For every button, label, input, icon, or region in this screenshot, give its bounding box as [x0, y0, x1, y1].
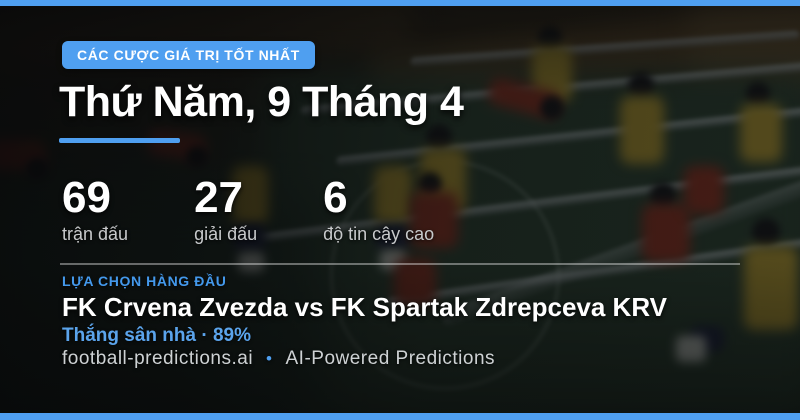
stat-label: độ tin cậy cao	[323, 224, 435, 244]
match-title: FK Crvena Zvezda vs FK Spartak Zdrepceva…	[62, 292, 667, 322]
top-accent-bar	[0, 0, 800, 6]
stat-leagues: 27 giải đấu	[194, 176, 257, 245]
prediction-line: Thắng sân nhà · 89%	[62, 325, 251, 347]
title-underline	[59, 138, 180, 143]
stat-label: trận đấu	[62, 224, 129, 244]
prediction-separator: ·	[201, 325, 208, 346]
footer-line: football-predictions.ai • AI-Powered Pre…	[62, 348, 495, 370]
prediction-text: Thắng sân nhà	[62, 325, 197, 346]
tagline: AI-Powered Predictions	[285, 348, 496, 369]
confidence-value: 89%	[212, 325, 251, 346]
dot-separator-icon: •	[266, 349, 273, 368]
stat-label: giải đấu	[194, 224, 258, 244]
date-title: Thứ Năm, 9 Tháng 4	[59, 78, 464, 126]
stat-matches: 69 trận đấu	[62, 176, 128, 245]
top-pick-label: LỰA CHỌN HÀNG ĐẦU	[62, 273, 227, 289]
stat-high-confidence: 6 độ tin cậy cao	[323, 176, 434, 245]
site-name: football-predictions.ai	[62, 348, 254, 369]
best-value-bets-badge: CÁC CƯỢC GIÁ TRỊ TỐT NHẤT	[62, 41, 315, 69]
divider-line	[60, 263, 740, 265]
bottom-accent-bar	[0, 413, 800, 420]
stats-row: 69 trận đấu 27 giải đấu 6 độ tin cậy cao	[62, 176, 434, 245]
stat-value: 27	[194, 173, 244, 222]
stat-value: 69	[62, 173, 111, 222]
stat-value: 6	[323, 173, 348, 222]
